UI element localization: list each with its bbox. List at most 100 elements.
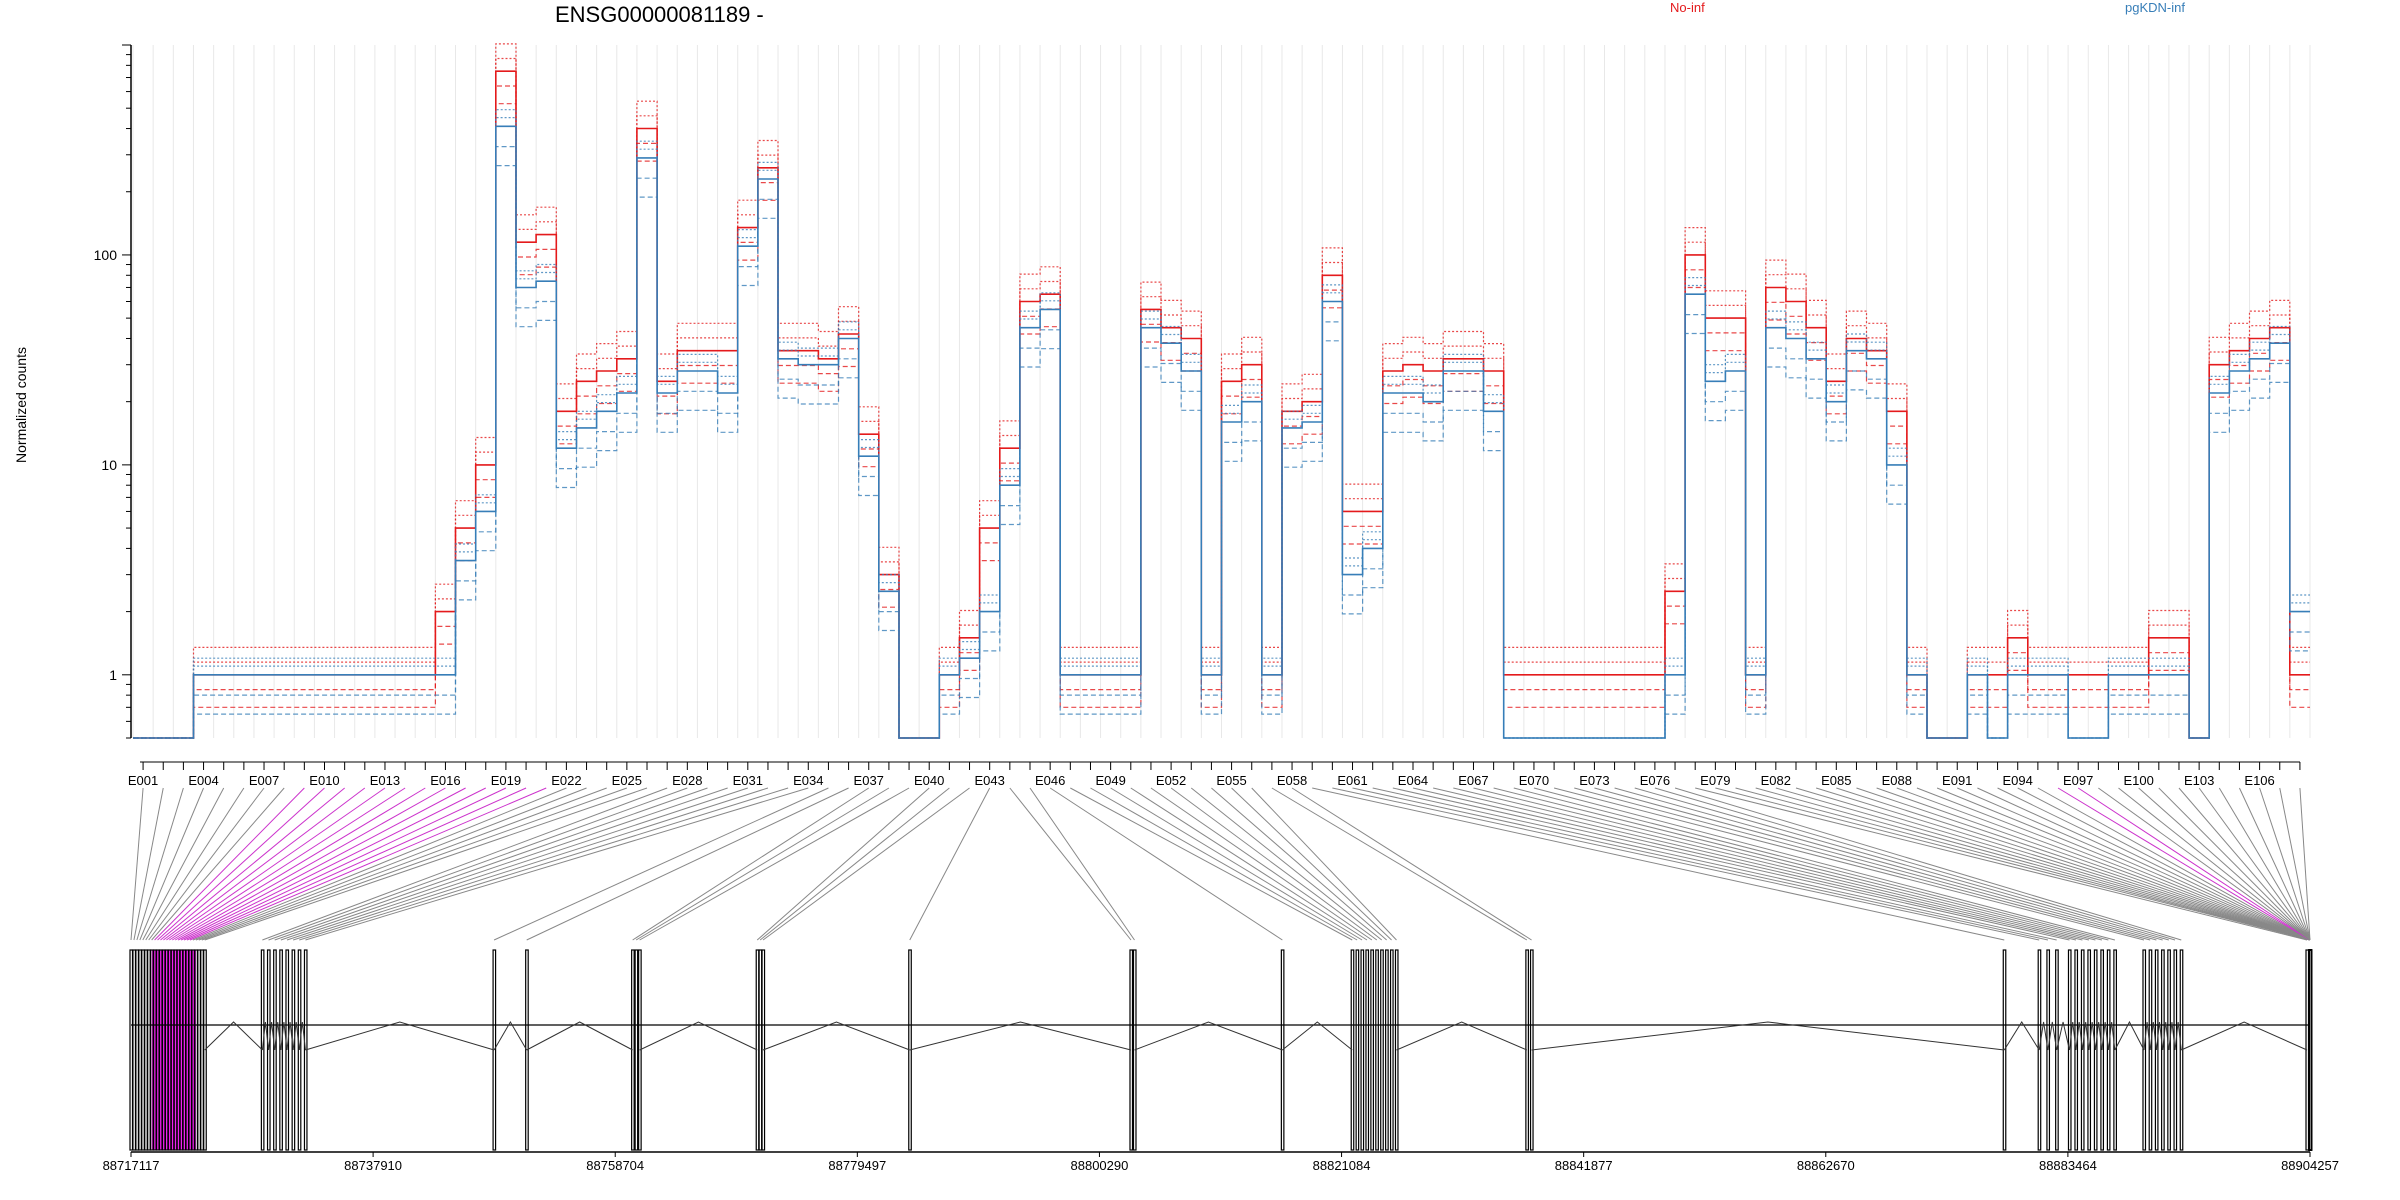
exon-connector <box>1815 787 2311 941</box>
exon-connector <box>1070 787 1353 941</box>
exon-box <box>2161 949 2165 1151</box>
intron-line <box>2114 1020 2145 1051</box>
series-line <box>133 103 2310 739</box>
x-tick-label: E025 <box>612 773 642 788</box>
exon-connector <box>1251 787 1397 941</box>
intron-line <box>286 1021 294 1051</box>
intron-line <box>762 1021 910 1051</box>
exon-connector <box>280 787 728 941</box>
exon-box <box>1380 949 1384 1151</box>
exon-connector <box>1775 787 2311 941</box>
coordinate-label: 88737910 <box>344 1158 402 1173</box>
x-tick-label: E094 <box>2003 773 2033 788</box>
y-tick-label: 100 <box>94 247 118 263</box>
intron-line <box>2056 1021 2070 1051</box>
exon-connector <box>1291 787 1532 941</box>
exon-connector <box>1473 787 2096 941</box>
exon-connector <box>1211 787 1387 941</box>
exon-box <box>2055 949 2059 1151</box>
intron-line <box>261 1021 270 1051</box>
x-tick-label: E040 <box>914 773 944 788</box>
exon-connector <box>1916 787 2311 941</box>
x-tick-label: E088 <box>1882 773 1912 788</box>
exon-connector <box>2077 787 2311 941</box>
exon-connector <box>163 787 366 941</box>
intron-line <box>2107 1021 2116 1051</box>
x-tick-label: E091 <box>1942 773 1972 788</box>
exon-box <box>203 949 207 1151</box>
exon-connector <box>1372 787 2057 941</box>
intron-line <box>2168 1021 2176 1051</box>
x-tick-label: E001 <box>128 773 158 788</box>
exon-box <box>200 949 204 1151</box>
intron-line <box>2081 1021 2090 1051</box>
exon-box <box>297 949 302 1151</box>
x-tick-label: E049 <box>1095 773 1125 788</box>
exon-box <box>1350 949 1355 1151</box>
exon-box <box>1355 949 1360 1151</box>
exon-box <box>2087 949 2092 1151</box>
intron-line <box>2094 1021 2103 1051</box>
intron-line <box>292 1021 300 1051</box>
exon-connector <box>174 787 446 941</box>
intron-line <box>1134 1021 1283 1051</box>
exon-connector <box>526 787 849 941</box>
intron-line <box>2047 1021 2058 1051</box>
coordinate-label: 88862670 <box>1797 1158 1855 1173</box>
exon-box <box>2308 949 2313 1151</box>
coordinate-label: 88800290 <box>1071 1158 1129 1173</box>
exon-box <box>525 949 529 1151</box>
exon-connector <box>198 787 607 941</box>
x-tick-label: E046 <box>1035 773 1065 788</box>
gene-model <box>129 949 2313 1151</box>
exon-box <box>2100 949 2105 1151</box>
exon-box <box>758 949 763 1151</box>
intron-line <box>2162 1021 2170 1051</box>
exon-connector <box>2017 787 2311 941</box>
intron-line <box>909 1021 1132 1051</box>
exon-connector <box>268 787 688 941</box>
exon-connector <box>909 787 991 941</box>
coordinate-label: 88779497 <box>828 1158 886 1173</box>
exon-connector <box>183 787 507 941</box>
exon-connector <box>1574 787 2151 941</box>
intron-line <box>2181 1021 2308 1051</box>
exon-connector <box>2037 787 2311 941</box>
exon-box <box>1365 949 1370 1151</box>
exon-box <box>266 949 271 1151</box>
exon-box <box>285 949 290 1151</box>
exon-connector <box>2057 787 2311 941</box>
intron-line <box>268 1021 276 1051</box>
x-tick-label: E052 <box>1156 773 1186 788</box>
exon-box <box>132 949 137 1151</box>
exon-connector <box>1553 787 2145 941</box>
exon-box <box>2080 949 2085 1151</box>
exon-connector <box>305 787 809 941</box>
exon-box <box>279 949 283 1151</box>
intron-line <box>2143 1021 2151 1051</box>
coordinate-label: 88841877 <box>1555 1158 1613 1173</box>
x-tick-label: E064 <box>1398 773 1428 788</box>
intron-line <box>1531 1021 2005 1051</box>
exon-connector <box>1190 787 1383 941</box>
intron-line <box>2075 1021 2083 1051</box>
exon-connector <box>1755 787 2311 941</box>
x-tick-label: E085 <box>1821 773 1851 788</box>
intron-line <box>280 1021 288 1051</box>
exon-box <box>135 949 139 1151</box>
exon-connector <box>493 787 829 941</box>
exon-box <box>761 949 766 1151</box>
exon-box <box>2173 949 2178 1151</box>
intron-line <box>2003 1021 2040 1051</box>
exon-box <box>144 949 148 1151</box>
exon-connector <box>180 787 486 941</box>
exon-connector <box>2098 787 2311 941</box>
series-line <box>133 165 2310 739</box>
exon-connector <box>189 787 547 941</box>
legend-pgkdn-inf: pgKDN-inf <box>2125 0 2185 15</box>
exon-box <box>129 949 134 1151</box>
exon-connector <box>1009 787 1132 941</box>
x-tick-label: E013 <box>370 773 400 788</box>
exon-connector <box>262 787 668 941</box>
